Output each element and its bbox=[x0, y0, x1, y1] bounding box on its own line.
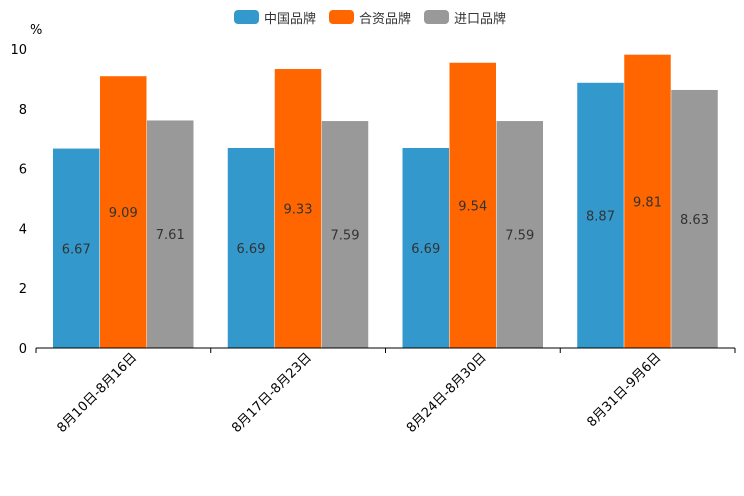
x-axis: 8月10日-8月16日 8月17日-8月23日 8月24日-8月30日 8月31日-9… bbox=[35, 348, 736, 436]
bar[interactable] bbox=[53, 148, 100, 348]
bar[interactable] bbox=[227, 147, 275, 348]
y-axis: 0 2 4 6 8 10 bbox=[10, 43, 27, 357]
y-tick-label: 0 bbox=[19, 342, 27, 357]
bar[interactable] bbox=[671, 89, 718, 348]
legend-swatch-imported-brand bbox=[424, 10, 449, 24]
bar-value-label: 9.54 bbox=[458, 199, 487, 214]
y-tick-label: 4 bbox=[19, 222, 27, 237]
bar-value-label: 6.67 bbox=[62, 242, 91, 257]
bar[interactable] bbox=[624, 54, 671, 348]
bar-value-label: 6.69 bbox=[237, 242, 266, 257]
legend: 中国品牌 合资品牌 进口品牌 bbox=[0, 6, 744, 28]
bar-value-label: 9.33 bbox=[284, 203, 313, 218]
bar-value-label: 6.69 bbox=[411, 242, 440, 257]
y-tick-label: 8 bbox=[19, 103, 27, 118]
bar[interactable] bbox=[449, 62, 497, 349]
bars: 6.67 6.69 6.69 8.87 9.09 9.33 9.54 9.81 7.61 7.59… bbox=[53, 54, 718, 349]
bar[interactable] bbox=[147, 120, 194, 348]
bar[interactable] bbox=[577, 82, 624, 349]
bar-value-label: 7.59 bbox=[331, 229, 360, 244]
y-tick-label: 10 bbox=[10, 43, 27, 58]
x-tick-label: 8月31日-9月6日 bbox=[585, 350, 665, 430]
legend-label-joint-venture-brand: 合资品牌 bbox=[359, 11, 412, 27]
bar-value-label: 9.09 bbox=[109, 206, 138, 221]
bar-value-label: 9.81 bbox=[633, 195, 662, 210]
x-tick-label: 8月17日-8月23日 bbox=[229, 350, 315, 436]
bar-value-label: 8.87 bbox=[586, 209, 615, 224]
x-tick-label: 8月24日-8月30日 bbox=[404, 350, 490, 436]
legend-swatch-china-brand bbox=[234, 10, 259, 24]
bar[interactable] bbox=[274, 69, 322, 349]
bar-value-label: 8.63 bbox=[680, 213, 709, 228]
legend-label-imported-brand: 进口品牌 bbox=[454, 11, 507, 27]
legend-item-joint-venture-brand[interactable]: 合资品牌 bbox=[329, 6, 411, 28]
y-tick-label: 6 bbox=[19, 163, 27, 178]
y-tick-label: 2 bbox=[19, 282, 27, 297]
legend-item-china-brand[interactable]: 中国品牌 bbox=[234, 6, 316, 28]
bar[interactable] bbox=[496, 121, 544, 349]
legend-item-imported-brand[interactable]: 进口品牌 bbox=[424, 6, 506, 28]
x-tick-label: 8月10日-8月16日 bbox=[54, 350, 140, 436]
bar-value-label: 7.59 bbox=[505, 229, 534, 244]
bar[interactable] bbox=[321, 121, 369, 349]
bar-value-label: 7.61 bbox=[156, 228, 185, 243]
bar[interactable] bbox=[100, 76, 147, 349]
bar[interactable] bbox=[402, 147, 450, 348]
legend-swatch-joint-venture-brand bbox=[329, 10, 354, 24]
y-axis-unit-label: % bbox=[30, 23, 42, 38]
legend-label-china-brand: 中国品牌 bbox=[264, 11, 317, 27]
